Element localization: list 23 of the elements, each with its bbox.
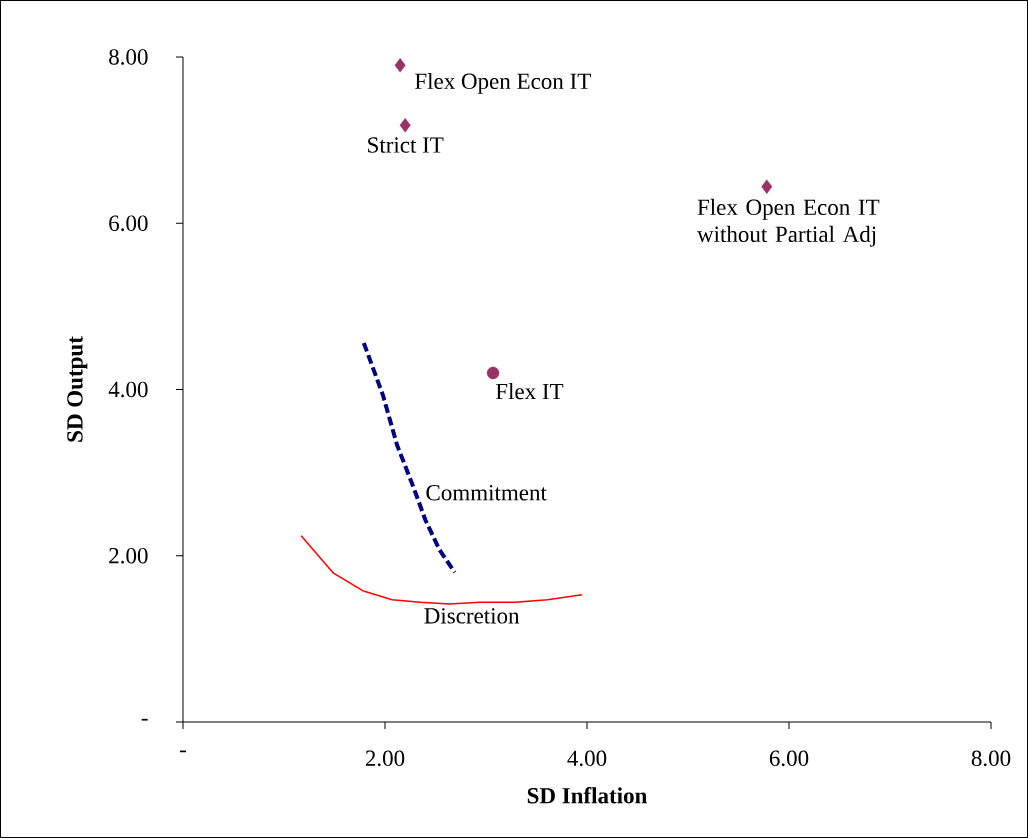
series-label: Discretion [424, 608, 520, 624]
series-label: Flex IT [495, 383, 564, 400]
line-series [300, 535, 583, 605]
y-tick-label: 4.00 [108, 381, 148, 398]
series-label: Commitment [426, 485, 547, 501]
y-tick-label: 6.00 [109, 215, 148, 232]
y-tick-label: 8.00 [109, 49, 148, 65]
x-tick-label: 2.00 [365, 750, 405, 767]
y-tick-label: - [141, 718, 148, 721]
series-label: Flex Open Econ IT [415, 72, 591, 94]
x-tick-label: 8.00 [971, 750, 1011, 767]
y-axis-title: SD Output [67, 336, 88, 442]
x-tick-label: 6.00 [769, 750, 809, 767]
series-label: Flex Open Econ IT without Partial Adj [697, 198, 880, 247]
y-tick-label: 2.00 [109, 547, 148, 564]
x-axis-title: SD Inflation [527, 787, 648, 804]
point [761, 179, 773, 194]
series-label: Strict IT [368, 137, 444, 153]
point [486, 366, 500, 380]
point [399, 117, 411, 133]
x-tick-label: - [180, 750, 187, 753]
point [394, 58, 406, 73]
x-tick-label: 4.00 [567, 750, 607, 767]
